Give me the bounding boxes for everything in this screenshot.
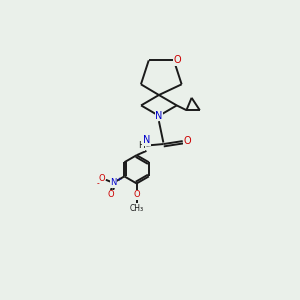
Text: O: O: [108, 190, 114, 199]
Text: N: N: [143, 135, 150, 145]
Text: O: O: [133, 190, 140, 199]
Text: O: O: [98, 174, 105, 183]
Text: O: O: [174, 56, 181, 65]
Text: H: H: [138, 141, 145, 150]
Text: N: N: [155, 111, 163, 121]
Text: N: N: [110, 178, 116, 187]
Text: +: +: [116, 177, 121, 182]
Text: CH₃: CH₃: [130, 204, 144, 213]
Text: -: -: [97, 179, 100, 188]
Text: O: O: [184, 136, 192, 146]
